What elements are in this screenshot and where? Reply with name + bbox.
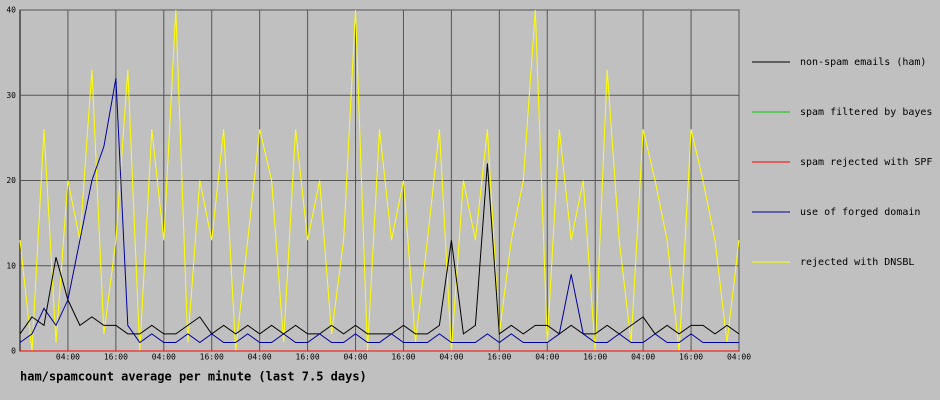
legend-label: use of forged domain bbox=[800, 207, 920, 218]
x-tick-label: 16:00 bbox=[104, 353, 128, 362]
x-tick-label: 04:00 bbox=[727, 353, 751, 362]
y-tick-label: 30 bbox=[6, 91, 16, 100]
x-tick-label: 16:00 bbox=[200, 353, 224, 362]
x-tick-label: 16:00 bbox=[679, 353, 703, 362]
chart-title: ham/spamcount average per minute (last 7… bbox=[20, 370, 367, 384]
legend-label: non-spam emails (ham) bbox=[800, 57, 926, 68]
x-tick-label: 16:00 bbox=[583, 353, 607, 362]
legend-label: spam filtered by bayes bbox=[800, 107, 932, 118]
x-tick-label: 16:00 bbox=[296, 353, 320, 362]
x-tick-label: 04:00 bbox=[343, 353, 367, 362]
y-tick-label: 20 bbox=[6, 176, 16, 185]
x-tick-label: 16:00 bbox=[391, 353, 415, 362]
series-line bbox=[19, 163, 740, 335]
x-tick-label: 04:00 bbox=[535, 353, 559, 362]
y-tick-label: 40 bbox=[6, 6, 16, 15]
legend-label: rejected with DNSBL bbox=[800, 257, 914, 268]
x-tick-label: 04:00 bbox=[248, 353, 272, 362]
x-tick-label: 16:00 bbox=[487, 353, 511, 362]
y-tick-label: 10 bbox=[6, 261, 16, 270]
x-tick-label: 04:00 bbox=[152, 353, 176, 362]
x-tick-label: 04:00 bbox=[439, 353, 463, 362]
legend-label: spam rejected with SPF bbox=[800, 157, 932, 168]
x-tick-label: 04:00 bbox=[631, 353, 655, 362]
y-tick-label: 0 bbox=[11, 347, 16, 356]
x-tick-label: 04:00 bbox=[56, 353, 80, 362]
